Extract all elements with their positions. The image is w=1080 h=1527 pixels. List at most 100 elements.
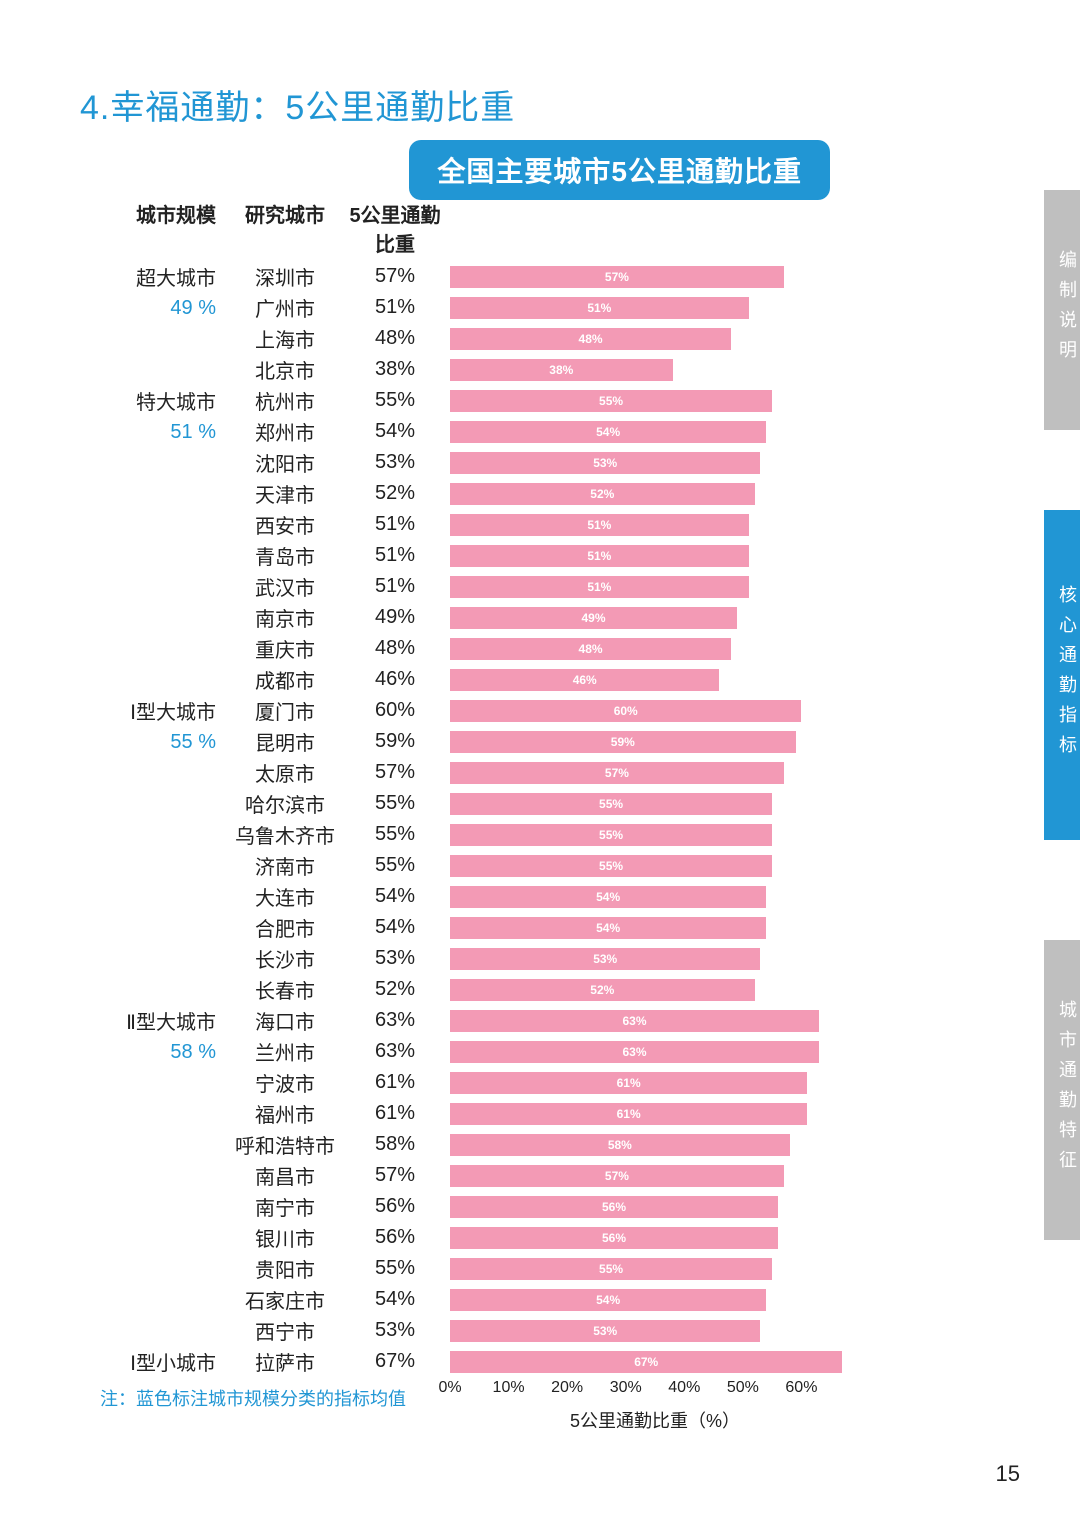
- bar-label: 60%: [614, 704, 638, 718]
- axis-tick: 10%: [493, 1379, 525, 1397]
- scale-cell: 55 %: [100, 729, 230, 754]
- bar-label: 48%: [579, 642, 603, 656]
- pct-value: 54%: [340, 1288, 450, 1311]
- bar: 55%: [450, 824, 772, 846]
- scale-avg: 58 %: [100, 1041, 216, 1064]
- table-row: 大连市54%54%: [100, 881, 860, 912]
- table-row: 银川市56%56%: [100, 1222, 860, 1253]
- city-name: 郑州市: [230, 417, 340, 446]
- table-row: 西宁市53%53%: [100, 1315, 860, 1346]
- bar-cell: 53%: [450, 1315, 860, 1346]
- table-row: 宁波市61%61%: [100, 1067, 860, 1098]
- bar: 53%: [450, 948, 760, 970]
- bar: 54%: [450, 917, 766, 939]
- bar-cell: 51%: [450, 540, 860, 571]
- pct-value: 46%: [340, 668, 450, 691]
- axis-tick: 40%: [668, 1379, 700, 1397]
- bar-cell: 38%: [450, 354, 860, 385]
- x-axis-label: 5公里通勤比重（%）: [450, 1407, 860, 1433]
- table-row: 长沙市53%53%: [100, 943, 860, 974]
- bar-cell: 55%: [450, 850, 860, 881]
- table-row: 49 %广州市51%51%: [100, 292, 860, 323]
- bar: 56%: [450, 1196, 778, 1218]
- city-name: 大连市: [230, 882, 340, 911]
- scale-name: 超大城市: [100, 262, 216, 291]
- bar-cell: 55%: [450, 1253, 860, 1284]
- scale-avg: 49 %: [100, 297, 216, 320]
- header-city: 研究城市: [230, 199, 340, 257]
- table-row: 乌鲁木齐市55%55%: [100, 819, 860, 850]
- side-tab[interactable]: 核心通勤指标: [1044, 510, 1080, 840]
- bar: 57%: [450, 1165, 784, 1187]
- city-name: 杭州市: [230, 386, 340, 415]
- scale-avg: 55 %: [100, 731, 216, 754]
- pct-value: 54%: [340, 916, 450, 939]
- bar-cell: 61%: [450, 1067, 860, 1098]
- pct-value: 57%: [340, 761, 450, 784]
- pct-value: 55%: [340, 1257, 450, 1280]
- bar-cell: 67%: [450, 1346, 860, 1377]
- bar-label: 57%: [605, 1169, 629, 1183]
- city-name: 济南市: [230, 851, 340, 880]
- bar-cell: 52%: [450, 974, 860, 1005]
- pct-value: 63%: [340, 1009, 450, 1032]
- pct-value: 54%: [340, 420, 450, 443]
- table-row: 成都市46%46%: [100, 664, 860, 695]
- scale-name: Ⅰ型大城市: [100, 696, 216, 725]
- side-tab[interactable]: 编制说明: [1044, 190, 1080, 430]
- table-header: 城市规模 研究城市 5公里通勤比重: [100, 199, 860, 257]
- bar: 56%: [450, 1227, 778, 1249]
- table-row: 沈阳市53%53%: [100, 447, 860, 478]
- scale-name: 特大城市: [100, 386, 216, 415]
- scale-cell: 49 %: [100, 295, 230, 320]
- pct-value: 60%: [340, 699, 450, 722]
- bar-label: 55%: [599, 828, 623, 842]
- pct-value: 61%: [340, 1071, 450, 1094]
- bar: 63%: [450, 1010, 819, 1032]
- bar-label: 57%: [605, 766, 629, 780]
- city-name: 青岛市: [230, 541, 340, 570]
- bar: 55%: [450, 390, 772, 412]
- bar-cell: 54%: [450, 416, 860, 447]
- bar: 63%: [450, 1041, 819, 1063]
- bar: 54%: [450, 1289, 766, 1311]
- bar-label: 55%: [599, 1262, 623, 1276]
- bar: 38%: [450, 359, 673, 381]
- bar-cell: 51%: [450, 292, 860, 323]
- bar-label: 59%: [611, 735, 635, 749]
- chart-body: 超大城市深圳市57%57%49 %广州市51%51%上海市48%48%北京市38…: [100, 261, 860, 1377]
- bar-cell: 53%: [450, 447, 860, 478]
- axis-tick: 50%: [727, 1379, 759, 1397]
- city-name: 福州市: [230, 1099, 340, 1128]
- city-name: 北京市: [230, 355, 340, 384]
- scale-cell: 特大城市: [100, 386, 230, 415]
- pct-value: 56%: [340, 1226, 450, 1249]
- bar-cell: 60%: [450, 695, 860, 726]
- page-title: 4.幸福通勤：5公里通勤比重: [80, 80, 1020, 129]
- scale-cell: Ⅰ型小城市: [100, 1347, 230, 1376]
- banner-pill: 全国主要城市5公里通勤比重: [409, 140, 830, 200]
- bar-label: 49%: [581, 611, 605, 625]
- pct-value: 55%: [340, 792, 450, 815]
- bar-label: 63%: [622, 1014, 646, 1028]
- side-tab[interactable]: 城市通勤特征: [1044, 940, 1080, 1240]
- scale-cell: 超大城市: [100, 262, 230, 291]
- table-row: 51 %郑州市54%54%: [100, 416, 860, 447]
- table-row: 福州市61%61%: [100, 1098, 860, 1129]
- scale-name: Ⅰ型小城市: [100, 1347, 216, 1376]
- bar-label: 61%: [617, 1076, 641, 1090]
- side-tabs: 编制说明核心通勤指标城市通勤特征: [1044, 190, 1080, 1240]
- city-name: 乌鲁木齐市: [230, 820, 340, 849]
- city-name: 厦门市: [230, 696, 340, 725]
- bar-cell: 56%: [450, 1191, 860, 1222]
- axis-tick: 0%: [438, 1379, 461, 1397]
- chart-table: 城市规模 研究城市 5公里通勤比重 超大城市深圳市57%57%49 %广州市51…: [100, 199, 860, 1439]
- table-row: 呼和浩特市58%58%: [100, 1129, 860, 1160]
- pct-value: 51%: [340, 296, 450, 319]
- pct-value: 57%: [340, 265, 450, 288]
- page-number: 15: [996, 1461, 1020, 1487]
- bar: 53%: [450, 452, 760, 474]
- table-row: 重庆市48%48%: [100, 633, 860, 664]
- bar-label: 51%: [587, 549, 611, 563]
- pct-value: 53%: [340, 947, 450, 970]
